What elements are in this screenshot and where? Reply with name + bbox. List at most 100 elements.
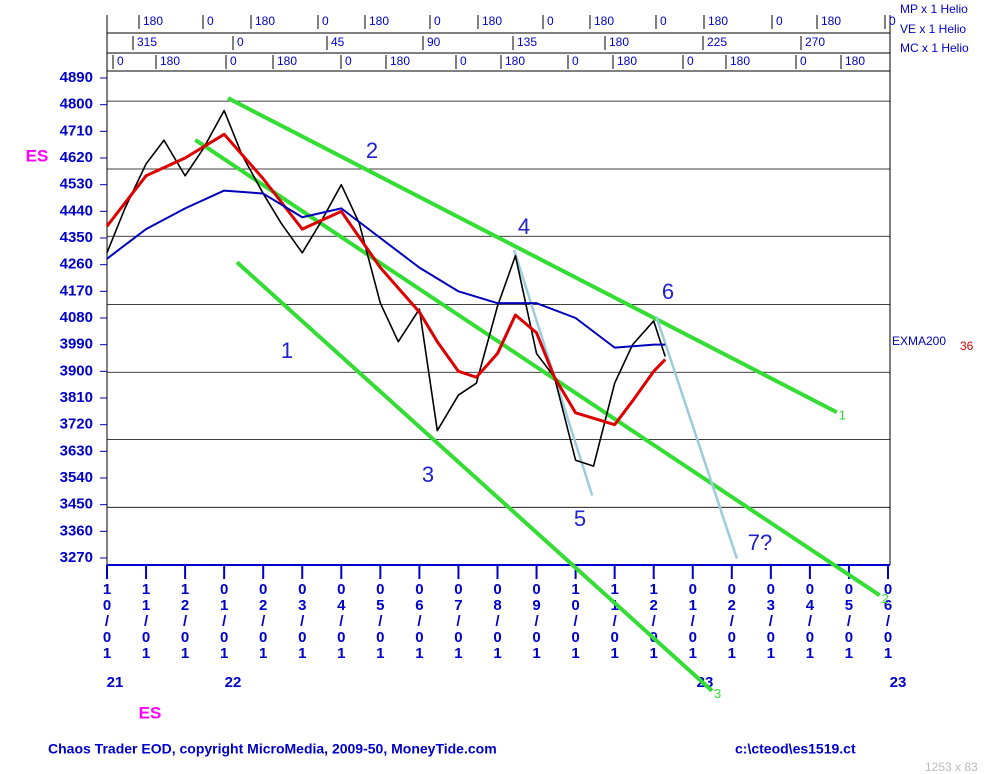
x-tick-label: 0 2/0 1 (728, 581, 736, 662)
year-label: 23 (890, 674, 907, 691)
header-row-name: MP x 1 Helio (900, 2, 968, 16)
legend-label: 36 (960, 339, 974, 353)
wave-label: 1 (281, 338, 293, 363)
header-label: 0 (460, 54, 467, 68)
y-tick-label: 4620 (60, 149, 93, 166)
corner-note: 1253 x 83 (925, 760, 978, 774)
y-tick-label: 3990 (60, 336, 93, 353)
header-label: 180 (143, 14, 163, 28)
x-tick-label: 0 9/0 1 (532, 581, 540, 662)
series-line (106, 109, 666, 467)
header-label: 180 (369, 14, 389, 28)
header-label: 180 (617, 54, 637, 68)
y-tick-label: 4170 (60, 282, 93, 299)
header-label: 0 (322, 14, 329, 28)
x-tick-label: 0 7/0 1 (454, 581, 462, 662)
trendline (655, 315, 739, 559)
wave-label: 7? (748, 530, 772, 555)
x-tick-label: 0 6/0 1 (884, 581, 892, 662)
y-tick-label: 3900 (60, 362, 93, 379)
header-label: 180 (505, 54, 525, 68)
header-label: 0 (547, 14, 554, 28)
header-label: 0 (207, 14, 214, 28)
trendline-label: 3 (714, 686, 721, 701)
footer-right: c:\cteod\es1519.ct (735, 741, 856, 757)
legend-label: EXMA200 (892, 334, 946, 348)
x-tick-label: 1 0/0 1 (103, 581, 111, 662)
wave-label: 5 (574, 506, 586, 531)
header-label: 315 (137, 35, 157, 49)
year-label: 22 (225, 674, 242, 691)
x-tick-label: 0 1/0 1 (689, 581, 697, 662)
y-tick-label: 4800 (60, 96, 93, 113)
x-tick-label: 0 4/0 1 (337, 581, 346, 662)
header-label: 180 (708, 14, 728, 28)
y-tick-label: 4350 (60, 229, 93, 246)
trendline (227, 96, 838, 414)
header-label: 180 (390, 54, 410, 68)
series-line (106, 189, 666, 349)
x-tick-label: 12/01 (650, 581, 658, 662)
header-label: 0 (660, 14, 667, 28)
wave-label: 6 (662, 279, 674, 304)
series-line (105, 132, 667, 427)
header-label: 180 (482, 14, 502, 28)
trendline (194, 138, 881, 597)
header-label: 180 (609, 35, 629, 49)
x-tick-label: 0 5/0 1 (376, 581, 384, 662)
y-tick-label: 4530 (60, 176, 93, 193)
header-label: 135 (517, 35, 537, 49)
x-tick-label: 0 2/0 1 (259, 581, 267, 662)
x-tick-label: 0 3/0 1 (298, 581, 306, 662)
y-tick-label: 4890 (60, 69, 93, 86)
header-row-name: VE x 1 Helio (900, 22, 966, 36)
y-tick-label: 3720 (60, 416, 93, 433)
header-label: 225 (707, 35, 727, 49)
trendline-label: 2 (882, 591, 889, 606)
y-tick-label: 4260 (60, 256, 93, 273)
y-tick-label: 3450 (60, 496, 93, 513)
header-label: 0 (345, 54, 352, 68)
x-tick-label: 0 5/0 1 (845, 581, 853, 662)
wave-label: 4 (518, 214, 530, 239)
y-axis-label: ES (26, 146, 49, 165)
x-tick-label: 11/01 (610, 581, 618, 662)
x-tick-label: 0 8/0 1 (493, 581, 501, 662)
header-label: 0 (230, 54, 237, 68)
header-label: 270 (805, 35, 825, 49)
trendline (235, 260, 714, 693)
y-tick-label: 3630 (60, 442, 93, 459)
header-label: 90 (427, 35, 441, 49)
header-label: 180 (594, 14, 614, 28)
header-row-name: MC x 1 Helio (900, 41, 969, 55)
wave-label: 3 (422, 462, 434, 487)
x-tick-label: 0 4/0 1 (806, 581, 815, 662)
y-tick-label: 4710 (60, 122, 93, 139)
y-tick-label: 3540 (60, 469, 93, 486)
y-tick-label: 3810 (60, 389, 93, 406)
header-label: 0 (117, 54, 124, 68)
header-label: 0 (776, 14, 783, 28)
wave-label: 2 (366, 138, 378, 163)
header-label: 0 (572, 54, 579, 68)
y-tick-label: 3360 (60, 522, 93, 539)
y-tick-label: 4440 (60, 202, 93, 219)
header-label: 180 (845, 54, 865, 68)
header-label: 180 (160, 54, 180, 68)
header-label: 180 (730, 54, 750, 68)
y-tick-label: 4080 (60, 309, 93, 326)
header-label: 180 (821, 14, 841, 28)
header-label: 0 (237, 35, 244, 49)
x-tick-label: 0 3/0 1 (767, 581, 775, 662)
x-tick-label: 1 0/0 1 (571, 581, 579, 662)
header-label: 0 (434, 14, 441, 28)
header-label: 180 (277, 54, 297, 68)
header-label: 0 (687, 54, 694, 68)
x-axis-label: ES (139, 703, 162, 722)
year-label: 21 (107, 674, 124, 691)
x-tick-label: 0 6/0 1 (415, 581, 423, 662)
header-label: 0 (889, 14, 896, 28)
